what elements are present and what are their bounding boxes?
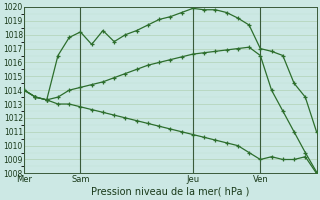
X-axis label: Pression niveau de la mer( hPa ): Pression niveau de la mer( hPa ): [91, 187, 250, 197]
